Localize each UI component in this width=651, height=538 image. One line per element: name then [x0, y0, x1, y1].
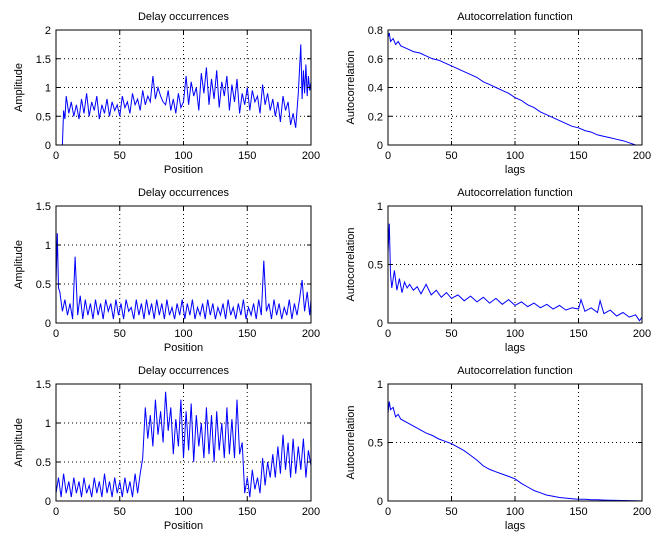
x-tick-label: 50 — [114, 150, 126, 162]
y-tick-label: 1.5 — [36, 54, 51, 66]
y-axis-label: Autocorrelation — [345, 406, 357, 480]
chart-title: Delay occurrences — [138, 365, 230, 377]
series-line-1 — [61, 44, 312, 146]
y-tick-label: 0 — [45, 496, 51, 508]
x-tick-label: 150 — [238, 150, 256, 162]
y-tick-label: 0.8 — [368, 25, 383, 37]
y-tick-label: 1.5 — [36, 379, 51, 391]
series-line-1 — [387, 32, 636, 146]
y-axis-label: Amplitude — [13, 240, 25, 289]
y-tick-label: 0.5 — [36, 457, 51, 469]
plot-area — [388, 384, 642, 501]
y-tick-label: 0 — [377, 496, 383, 508]
x-tick-label: 100 — [174, 150, 192, 162]
y-tick-label: 1 — [45, 83, 51, 95]
plot-area — [56, 384, 311, 501]
x-axis-label: lags — [505, 520, 526, 532]
x-tick-label: 200 — [302, 150, 320, 162]
series-line-1 — [387, 223, 643, 322]
series-line-1 — [55, 233, 312, 320]
x-axis-label: Position — [164, 342, 203, 354]
x-tick-label: 0 — [385, 506, 391, 518]
y-tick-label: 1.5 — [36, 201, 51, 213]
y-tick-label: 0 — [45, 318, 51, 330]
x-tick-label: 0 — [53, 150, 59, 162]
x-tick-label: 50 — [114, 328, 126, 340]
y-tick-label: 1 — [45, 240, 51, 252]
y-tick-label: 1 — [377, 201, 383, 213]
subplot-4: 0 50 100 150 200 0 0.5 1 Autocorrelation functio… — [345, 187, 651, 354]
subplot-5: 0 50 100 150 200 0 0.5 1 1.5 Delay occurrences Pos… — [13, 365, 320, 532]
x-axis-label: lags — [505, 342, 526, 354]
y-tick-label: 0.5 — [36, 279, 51, 291]
series-line-1 — [387, 401, 643, 502]
chart-title: Autocorrelation function — [457, 11, 573, 23]
chart-title: Delay occurrences — [138, 187, 230, 199]
y-axis-label: Amplitude — [13, 63, 25, 112]
x-tick-label: 50 — [114, 506, 126, 518]
x-tick-label: 0 — [53, 328, 59, 340]
x-tick-label: 200 — [633, 506, 651, 518]
y-tick-label: 0.5 — [36, 111, 51, 123]
subplot-2: 0 50 100 150 200 0 0.2 0.4 0.6 0.8 Autocorrelation… — [345, 11, 651, 176]
plot-area — [388, 30, 642, 145]
x-tick-label: 100 — [174, 506, 192, 518]
x-tick-label: 100 — [174, 328, 192, 340]
chart-title: Delay occurrences — [138, 11, 230, 23]
y-tick-label: 0 — [377, 318, 383, 330]
x-axis-label: lags — [505, 164, 526, 176]
x-tick-label: 200 — [633, 328, 651, 340]
x-tick-label: 150 — [238, 506, 256, 518]
y-tick-label: 0.6 — [368, 54, 383, 66]
x-tick-label: 200 — [302, 328, 320, 340]
x-tick-label: 150 — [569, 150, 587, 162]
x-tick-label: 200 — [633, 150, 651, 162]
chart-title: Autocorrelation function — [457, 187, 573, 199]
y-tick-label: 0.4 — [368, 83, 383, 95]
x-tick-label: 150 — [238, 328, 256, 340]
x-axis-label: Position — [164, 520, 203, 532]
y-tick-label: 0.5 — [368, 438, 383, 450]
subplot-1: 0 50 100 150 200 0 0.5 1 1.5 2 Delay occurrences Po… — [13, 11, 320, 176]
x-tick-label: 50 — [445, 506, 457, 518]
y-axis-label: Autocorrelation — [345, 228, 357, 302]
y-tick-label: 0.2 — [368, 111, 383, 123]
series-line-1 — [55, 391, 312, 498]
x-tick-label: 50 — [445, 150, 457, 162]
y-axis-label: Autocorrelation — [345, 51, 357, 125]
x-tick-label: 150 — [569, 328, 587, 340]
x-tick-label: 100 — [506, 506, 524, 518]
y-tick-label: 1 — [45, 418, 51, 430]
x-tick-label: 200 — [302, 506, 320, 518]
y-tick-label: 0.5 — [368, 260, 383, 272]
x-tick-label: 100 — [506, 328, 524, 340]
x-tick-label: 100 — [506, 150, 524, 162]
y-tick-label: 1 — [377, 379, 383, 391]
y-tick-label: 0 — [377, 140, 383, 152]
x-tick-label: 0 — [53, 506, 59, 518]
x-tick-label: 150 — [569, 506, 587, 518]
subplot-6: 0 50 100 150 200 0 0.5 1 Autocorrelation functio… — [345, 365, 651, 532]
x-tick-label: 50 — [445, 328, 457, 340]
x-tick-label: 0 — [385, 150, 391, 162]
y-tick-label: 2 — [45, 25, 51, 37]
x-axis-label: Position — [164, 164, 203, 176]
chart-title: Autocorrelation function — [457, 365, 573, 377]
x-tick-label: 0 — [385, 328, 391, 340]
y-tick-label: 0 — [45, 140, 51, 152]
subplot-3: 0 50 100 150 200 0 0.5 1 1.5 Delay occurrences Pos… — [13, 187, 320, 354]
y-axis-label: Amplitude — [13, 418, 25, 467]
